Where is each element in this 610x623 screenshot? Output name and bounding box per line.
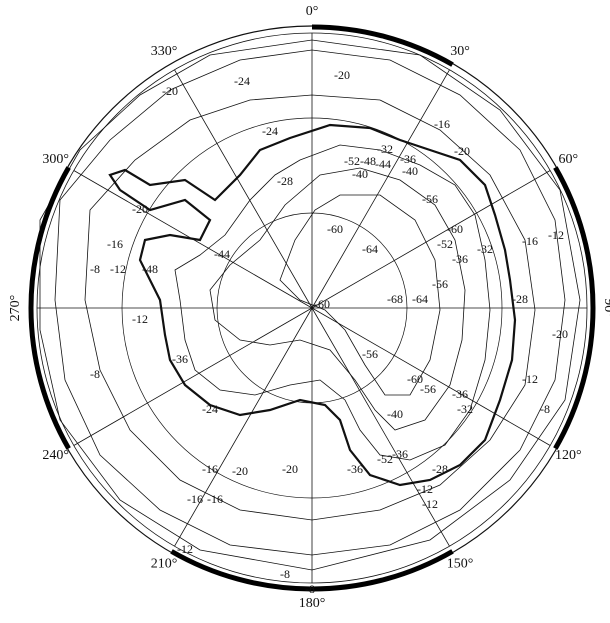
contour-label: -48	[360, 154, 376, 168]
contour-label: -60	[407, 372, 423, 386]
contour-label: -16	[107, 237, 123, 251]
rim-segment	[170, 549, 454, 592]
meridian	[73, 307, 313, 446]
contour-label: -20	[282, 462, 298, 476]
longitude-label: 180°	[299, 596, 326, 611]
contour-label: -52	[344, 154, 360, 168]
contour-label: -24	[262, 124, 278, 138]
rim-segment	[311, 24, 454, 67]
meridians	[28, 24, 596, 592]
longitude-label: 150°	[447, 557, 474, 572]
contour-label: -20	[334, 68, 350, 82]
longitude-label: 300°	[42, 152, 69, 167]
contour-label: -32	[377, 142, 393, 156]
contour-label: -56	[362, 347, 378, 361]
contour-label: -16	[202, 462, 218, 476]
contour-label: -12	[177, 542, 193, 556]
meridian	[174, 307, 313, 547]
contour-label: -60	[314, 297, 330, 311]
longitude-label: 30°	[450, 44, 470, 59]
longitude-label: 240°	[42, 448, 69, 463]
contour-label: -12	[522, 372, 538, 386]
longitude-label: 60°	[559, 152, 579, 167]
contour-label: -44	[375, 157, 391, 171]
rim-segment	[553, 166, 596, 450]
contour-label: -24	[234, 74, 250, 88]
contour-label: -12	[417, 482, 433, 496]
contour-label: -52	[377, 452, 393, 466]
contour-label: -60	[327, 222, 343, 236]
contour-label: -60	[447, 222, 463, 236]
contour-label: -40	[352, 167, 368, 181]
contour-label: -28	[432, 462, 448, 476]
contour-label: -36	[452, 387, 468, 401]
contour-label: -12	[110, 262, 126, 276]
meridian	[174, 69, 313, 309]
contour-label: -64	[412, 292, 428, 306]
contour-label: -12	[548, 228, 564, 242]
contour-label: -12	[422, 497, 438, 511]
contour-label: -8	[90, 262, 100, 276]
rim-segment	[28, 166, 71, 450]
meridian	[311, 307, 551, 446]
contour-label: -8	[540, 402, 550, 416]
contour-label: -56	[422, 192, 438, 206]
meridian	[73, 170, 313, 309]
contour-label: -36	[172, 352, 188, 366]
contour-label: -48	[142, 262, 158, 276]
contour-line	[209, 167, 466, 431]
contour-label: -16	[522, 234, 538, 248]
contour-label: -28	[277, 174, 293, 188]
contour-label: -16	[434, 117, 450, 131]
contour-label: -40	[387, 407, 403, 421]
longitude-label: 270°	[8, 295, 23, 322]
contour-label: -24	[202, 402, 218, 416]
longitude-label: 210°	[151, 557, 178, 572]
contour-label: -20	[232, 464, 248, 478]
contour-line	[54, 49, 566, 556]
contour-label: -16	[187, 492, 203, 506]
contour-label: -36	[347, 462, 363, 476]
contour-line	[174, 144, 491, 461]
contour-label: -64	[362, 242, 378, 256]
contour-label: -36	[452, 252, 468, 266]
longitude-label: 120°	[555, 448, 582, 463]
contour-label: -32	[457, 402, 473, 416]
contour-line	[279, 194, 441, 396]
contour-label: -8	[90, 367, 100, 381]
contour-line	[84, 94, 536, 521]
meridian	[311, 69, 450, 309]
contour-label: -20	[162, 84, 178, 98]
contour-label: -44	[214, 247, 230, 261]
contour-label: -36	[392, 447, 408, 461]
contour-label: -8	[280, 567, 290, 581]
contour-label: -36	[400, 152, 416, 166]
contour-label: -20	[552, 327, 568, 341]
contour-label: -28	[512, 292, 528, 306]
contour-label: -56	[420, 382, 436, 396]
labels: 0° 30° 60° 90° 120° 150° 180° 210° 240° 270° 300° 3…	[8, 4, 610, 611]
longitude-label: 330°	[151, 44, 178, 59]
meridian	[311, 170, 551, 309]
contour-label: -56	[432, 277, 448, 291]
contour-label: -16	[207, 492, 223, 506]
meridian	[311, 307, 450, 547]
contour-label: -20	[132, 202, 148, 216]
contour-label: -40	[402, 164, 418, 178]
longitude-label: 90°	[601, 298, 610, 318]
contour-label: -12	[132, 312, 148, 326]
contour-label: -52	[437, 237, 453, 251]
contour-label: -20	[454, 144, 470, 158]
contour-line	[39, 39, 581, 571]
contour-label: -32	[477, 242, 493, 256]
contour-label: -8	[305, 582, 315, 596]
longitude-label: 0°	[306, 4, 319, 19]
contour-label: -68	[387, 292, 403, 306]
